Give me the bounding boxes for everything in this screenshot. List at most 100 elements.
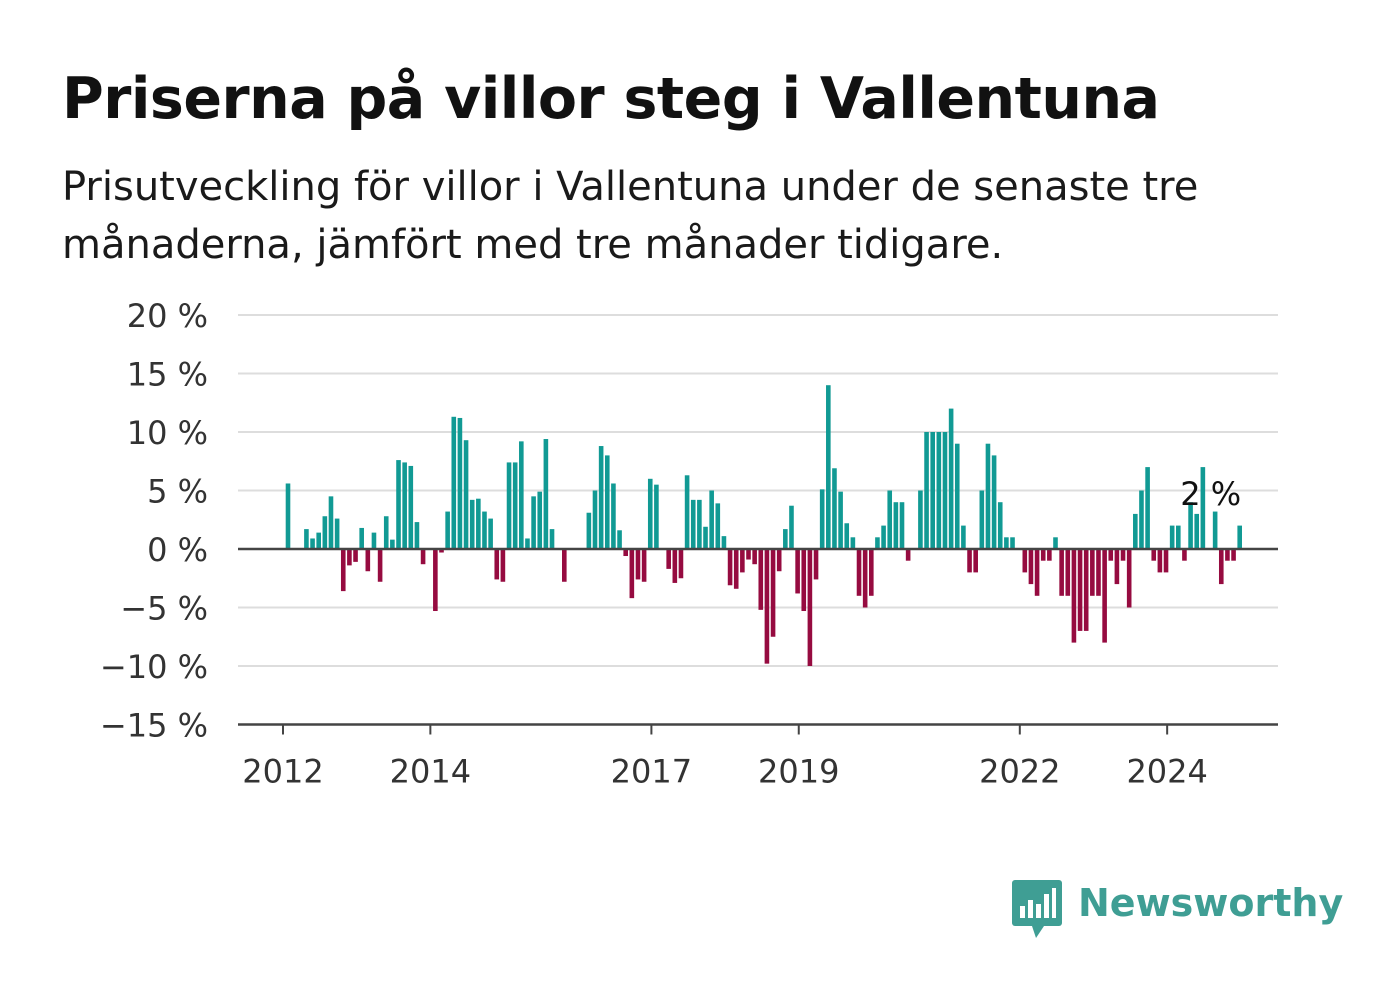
bar: [347, 549, 352, 566]
bar: [1126, 549, 1132, 608]
bar: [905, 549, 911, 561]
bar: [611, 483, 616, 549]
x-tick-label: 2022: [979, 753, 1060, 791]
bar: [641, 549, 647, 582]
bar: [733, 549, 739, 589]
bar: [801, 549, 807, 612]
bar: [973, 549, 978, 573]
bar: [899, 502, 905, 549]
bar: [334, 518, 340, 549]
bar: [285, 483, 291, 549]
bar: [316, 532, 321, 549]
bar: [328, 496, 334, 549]
bar: [469, 499, 475, 549]
bar: [967, 549, 972, 573]
bar: [666, 549, 671, 569]
bar: [819, 489, 825, 549]
bar: [1096, 549, 1101, 596]
bar: [1169, 525, 1175, 549]
bar: [942, 432, 948, 549]
bar: [764, 549, 770, 664]
bar: [1163, 549, 1169, 573]
bar: [807, 549, 813, 666]
bar: [709, 490, 714, 549]
bar: [519, 441, 524, 549]
newsworthy-brand: Newsworthy: [1012, 880, 1343, 940]
chart-subtitle: Prisutveckling för villor i Vallentuna u…: [62, 164, 1199, 268]
bar: [506, 462, 512, 549]
bar: [1077, 549, 1083, 631]
bar: [869, 549, 874, 596]
bar: [1231, 549, 1236, 561]
bar: [1114, 549, 1120, 585]
annotations: 2 %: [1180, 475, 1241, 513]
bar: [727, 549, 733, 586]
bar: [1157, 549, 1163, 573]
bar: [488, 518, 493, 549]
y-tick-label: −10 %: [100, 648, 208, 686]
bar: [451, 416, 457, 549]
bar: [1139, 490, 1144, 549]
bar: [414, 522, 420, 549]
bar: [1028, 549, 1034, 585]
bar: [838, 491, 843, 549]
bar: [690, 499, 696, 549]
latest-value-label: 2 %: [1180, 475, 1241, 513]
bar: [1225, 549, 1230, 561]
bar: [746, 549, 751, 560]
bar: [789, 505, 794, 549]
bar: [420, 549, 426, 565]
x-tick-label: 2017: [611, 753, 692, 791]
bar: [1218, 549, 1224, 585]
bar: [433, 549, 438, 612]
bar: [948, 408, 954, 549]
bar: [918, 490, 923, 549]
bar: [752, 549, 757, 565]
bar: [402, 462, 407, 549]
bars: [285, 385, 1242, 666]
bar: [991, 455, 997, 549]
bar: [494, 549, 500, 580]
y-tick-label: 0 %: [147, 531, 208, 569]
y-tick-label: 10 %: [127, 414, 208, 452]
x-tick-label: 2014: [390, 753, 471, 791]
bar: [715, 503, 721, 549]
bar: [463, 440, 469, 549]
bar: [310, 538, 315, 549]
bar: [875, 537, 880, 549]
y-tick-label: 5 %: [147, 473, 208, 511]
bar: [924, 432, 929, 549]
bar: [961, 525, 966, 549]
bar: [586, 512, 592, 549]
bar: [1010, 537, 1015, 549]
bar: [783, 529, 788, 549]
bar: [304, 529, 309, 549]
bar: [1133, 513, 1138, 549]
bar: [1120, 549, 1126, 561]
bar: [654, 484, 659, 549]
bar: [795, 549, 800, 594]
bar: [1083, 549, 1089, 631]
bar: [359, 527, 364, 549]
bar: [758, 549, 764, 610]
bar: [678, 549, 684, 579]
chart-title: Priserna på villor steg i Vallentuna: [62, 66, 1160, 132]
bar: [604, 455, 610, 549]
bar: [1151, 549, 1157, 561]
bar: [770, 549, 776, 637]
bar: [537, 491, 543, 549]
y-tick-label: −15 %: [100, 707, 208, 745]
x-axis-ticks: 2012 2014 2017 2019 2022 2024: [242, 724, 1208, 791]
bar: [598, 446, 604, 549]
bar: [721, 536, 727, 549]
bar: [562, 549, 567, 582]
bar: [997, 502, 1003, 549]
bar: [1200, 467, 1206, 549]
bar: [482, 511, 487, 549]
bar: [623, 549, 628, 557]
newsworthy-logo-icon: [1012, 880, 1062, 938]
bar: [1182, 549, 1187, 561]
bar: [1102, 549, 1107, 643]
bar: [1047, 549, 1052, 561]
bar: [740, 549, 745, 573]
